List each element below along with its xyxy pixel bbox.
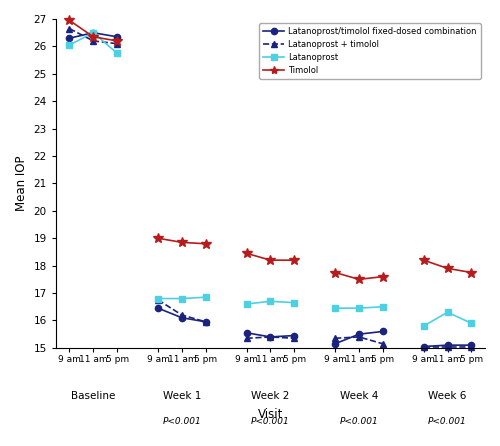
Latanoprost/timolol fixed-dosed combination — [114, 34, 120, 40]
Line: Timolol: Timolol — [64, 16, 122, 46]
Timolol — [90, 34, 96, 40]
Text: Week 1: Week 1 — [162, 391, 201, 401]
Text: Week 4: Week 4 — [340, 391, 378, 401]
Latanoprost + timolol — [66, 26, 72, 31]
Text: P<0.001: P<0.001 — [162, 417, 201, 426]
Latanoprost — [90, 30, 96, 35]
Text: P<0.001: P<0.001 — [251, 417, 290, 426]
Latanoprost/timolol fixed-dosed combination — [66, 36, 72, 41]
Latanoprost/timolol fixed-dosed combination — [90, 30, 96, 35]
Text: P<0.001: P<0.001 — [340, 417, 378, 426]
Line: Latanoprost + timolol: Latanoprost + timolol — [66, 25, 120, 47]
Timolol — [114, 38, 120, 44]
Text: P<0.001: P<0.001 — [428, 417, 467, 426]
Latanoprost + timolol — [114, 41, 120, 46]
Latanoprost — [114, 50, 120, 56]
Legend: Latanoprost/timolol fixed-dosed combination, Latanoprost + timolol, Latanoprost,: Latanoprost/timolol fixed-dosed combinat… — [259, 23, 481, 79]
Line: Latanoprost: Latanoprost — [66, 29, 120, 56]
X-axis label: Visit: Visit — [258, 408, 283, 421]
Latanoprost + timolol — [90, 38, 96, 44]
Timolol — [66, 18, 72, 23]
Line: Latanoprost/timolol fixed-dosed combination: Latanoprost/timolol fixed-dosed combinat… — [66, 29, 120, 41]
Text: Week 6: Week 6 — [428, 391, 467, 401]
Y-axis label: Mean IOP: Mean IOP — [15, 156, 28, 211]
Text: Week 2: Week 2 — [251, 391, 290, 401]
Latanoprost — [66, 42, 72, 48]
Text: Baseline: Baseline — [71, 391, 116, 401]
